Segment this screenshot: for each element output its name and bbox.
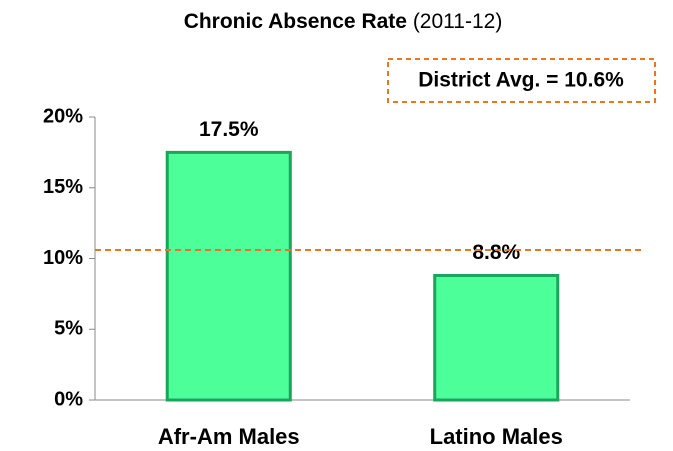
y-tick-label: 5%	[54, 318, 83, 340]
annotation-box	[387, 58, 656, 103]
x-tick-label: Latino Males	[430, 424, 563, 449]
y-tick-label: 15%	[43, 176, 83, 198]
value-label: 8.8%	[472, 241, 520, 264]
y-tick-label: 10%	[43, 247, 83, 269]
chart-title: Chronic Absence Rate	[184, 10, 407, 33]
reference-label: District Avg. = 10.6%	[418, 69, 624, 92]
chart-title-group: Chronic Absence Rate (2011-12)	[184, 10, 503, 33]
value-label: 17.5%	[199, 118, 259, 141]
y-tick-label: 20%	[43, 105, 83, 127]
bar	[165, 150, 292, 402]
chart-subtitle: (2011-12)	[413, 10, 503, 33]
bar	[433, 273, 560, 402]
y-tick-label: 0%	[54, 388, 83, 410]
x-tick-label: Afr-Am Males	[158, 424, 300, 449]
